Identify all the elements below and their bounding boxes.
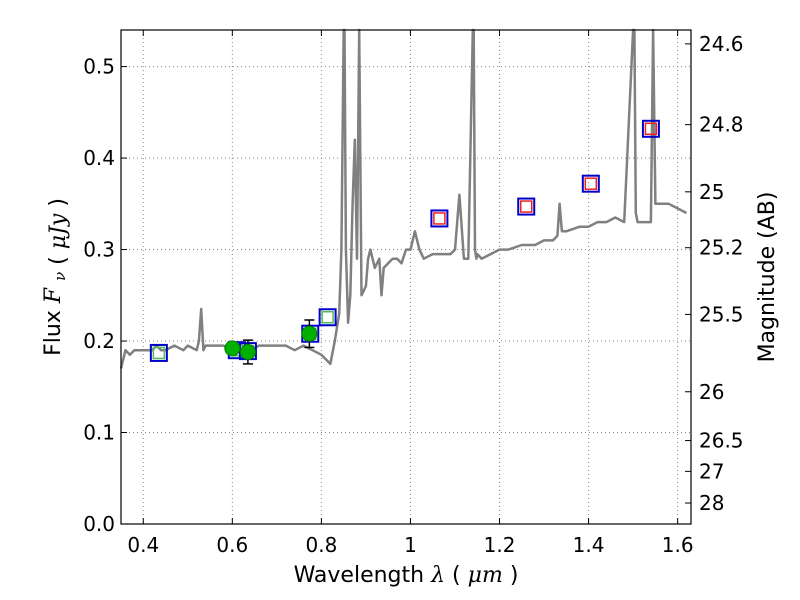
grid-lines <box>121 30 691 525</box>
measured-point <box>224 340 241 357</box>
axis-ticks: 0.4 0.6 0.8 1 1.2 1.4 1.6 0.0 0.1 0.2 0.3 0.4 0.5 24.… <box>83 30 744 557</box>
y2-tick-label: 28 <box>699 491 724 515</box>
predicted-box-inner <box>433 212 446 225</box>
measured-point <box>239 344 256 361</box>
x-tick-label: 0.6 <box>216 533 248 557</box>
predicted-box-inner <box>584 177 598 190</box>
y-axis-label-text: Flux <box>41 310 66 356</box>
photometry-markers <box>149 119 660 365</box>
x-axis-unit-open: ( <box>452 563 461 588</box>
y2-axis-label: Magnitude (AB) <box>755 192 780 363</box>
y2-tick-label: 24.6 <box>699 32 744 56</box>
predicted-box <box>149 343 168 362</box>
measured-point <box>301 325 318 342</box>
x-axis-label: Wavelength λ ( μm ) <box>294 563 519 588</box>
predicted-box <box>581 174 600 193</box>
x-axis-unit-close: ) <box>510 563 519 588</box>
y2-tick-label: 26 <box>699 380 724 404</box>
y-axis-unit-open: ( <box>46 256 71 265</box>
x-tick-label: 1.6 <box>662 533 694 557</box>
x-tick-label: 0.4 <box>127 533 159 557</box>
predicted-box-inner <box>519 200 533 213</box>
predicted-box <box>517 197 536 216</box>
y2-tick-label: 24.8 <box>699 113 744 137</box>
predicted-box-inner <box>321 311 334 324</box>
y-tick-label: 0.0 <box>83 512 115 536</box>
y-tick-label: 0.3 <box>83 238 115 262</box>
x-tick-label: 1 <box>404 533 417 557</box>
x-tick-label: 1.2 <box>484 533 516 557</box>
predicted-box <box>430 209 449 228</box>
y2-tick-label: 26.5 <box>699 429 744 453</box>
y-axis-unit: μJy <box>46 213 71 249</box>
x-tick-label: 1.4 <box>573 533 605 557</box>
y-tick-label: 0.5 <box>83 55 115 79</box>
spectrum-line <box>119 28 688 369</box>
y-axis-unit-close: ) <box>46 198 71 207</box>
x-tick-label: 0.8 <box>305 533 337 557</box>
predicted-box-inner <box>644 122 658 136</box>
plot-frame <box>120 29 692 525</box>
y2-tick-label: 25.5 <box>699 302 744 326</box>
x-axis-label-text: Wavelength <box>294 563 425 588</box>
y-axis-label: Flux F ν ( μJy ) <box>41 198 71 356</box>
y2-tick-label: 25.2 <box>699 236 744 260</box>
x-axis-symbol: λ <box>430 563 445 588</box>
y-tick-label: 0.4 <box>83 146 115 170</box>
y2-tick-label: 27 <box>699 459 724 483</box>
predicted-box <box>641 119 660 138</box>
y-axis-symbol: F <box>41 287 66 304</box>
y2-tick-label: 25 <box>699 180 724 204</box>
x-axis-unit: μm <box>468 563 503 588</box>
y-axis-subscript: ν <box>51 272 69 281</box>
predicted-box <box>318 308 337 327</box>
y-tick-label: 0.1 <box>83 421 115 445</box>
spectrum-series <box>119 28 688 369</box>
y-tick-label: 0.2 <box>83 329 115 353</box>
predicted-box-inner <box>152 346 166 360</box>
